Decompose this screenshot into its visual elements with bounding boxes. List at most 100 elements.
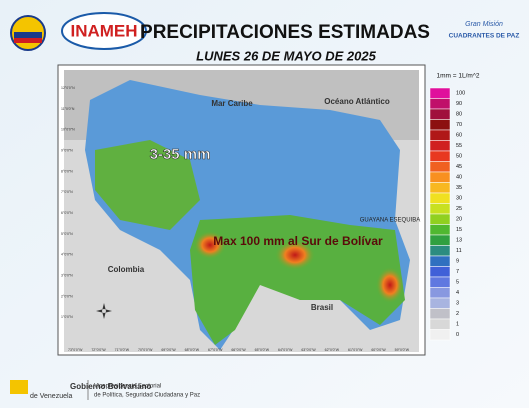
rain-max [275, 240, 315, 270]
lat-label: 2°0'0"N [61, 294, 73, 298]
annotation: Max 100 mm al Sur de Bolívar [213, 234, 383, 248]
rain-max [194, 231, 226, 259]
lat-label: 1°0'0"N [61, 315, 73, 319]
lon-label: 69°0'0"W [161, 348, 176, 352]
lon-label: 73°0'0"W [68, 348, 83, 352]
lat-label: 12°0'0"N [61, 86, 75, 90]
lon-label: 63°0'0"W [301, 348, 316, 352]
lon-label: 65°0'0"W [255, 348, 270, 352]
place: Océano Atlántico [324, 97, 390, 106]
legend-swatch [429, 287, 451, 299]
legend-swatch [429, 129, 451, 141]
lon-label: 64°0'0"W [278, 348, 293, 352]
right-logo-bottom: CUADRANTES DE PAZ [449, 33, 520, 40]
legend-swatch [429, 297, 451, 309]
lon-label: 72°0'0"W [91, 348, 106, 352]
lon-label: 66°0'0"W [231, 348, 246, 352]
legend-swatch [429, 98, 451, 110]
lat-label: 8°0'0"N [61, 169, 73, 173]
place: Mar Caribe [211, 99, 253, 108]
footer-flag [10, 380, 28, 394]
lat-label: 10°0'0"N [61, 128, 75, 132]
legend-label: 30 [456, 196, 462, 202]
legend-swatch [429, 255, 451, 267]
legend-label: 55 [456, 143, 462, 149]
legend-label: 15 [456, 227, 462, 233]
legend-swatch [429, 234, 451, 246]
legend-swatch [429, 329, 451, 341]
lon-label: 59°0'0"W [395, 348, 410, 352]
lat-label: 3°0'0"N [61, 273, 73, 277]
lon-label: 71°0'0"W [115, 348, 130, 352]
flag-band [14, 38, 42, 43]
inameh-text: INAMEH [70, 21, 137, 40]
footer-text: Gobierno Bolivariano [70, 382, 151, 391]
legend-swatch [429, 150, 451, 162]
legend-unit: 1mm = 1L/m^2 [437, 73, 480, 80]
legend-label: 25 [456, 206, 462, 212]
lon-label: 68°0'0"W [185, 348, 200, 352]
legend-swatch [429, 224, 451, 236]
lon-label: 60°0'0"W [371, 348, 386, 352]
place: Brasil [311, 303, 333, 312]
lat-label: 6°0'0"N [61, 211, 73, 215]
footer-text: de Venezuela [30, 393, 73, 400]
legend-swatch [429, 203, 451, 215]
place: GUAYANA ESEQUIBA [360, 218, 420, 224]
legend-label: 70 [456, 122, 462, 128]
compass [96, 303, 112, 319]
legend-label: 90 [456, 101, 462, 107]
legend-label: 13 [456, 238, 462, 244]
lon-label: 70°0'0"W [138, 348, 153, 352]
lat-label: 7°0'0"N [61, 190, 73, 194]
green-zone [190, 215, 405, 345]
legend-label: 4 [456, 290, 459, 296]
legend-swatch [429, 192, 451, 204]
legend-swatch [429, 87, 451, 99]
legend-swatch [429, 171, 451, 183]
place: Colombia [108, 265, 145, 274]
legend-label: 60 [456, 133, 462, 139]
legend-label: 11 [456, 248, 462, 254]
legend-label: 50 [456, 154, 462, 160]
legend-label: 80 [456, 112, 462, 118]
right-logo-top: Gran Misión [465, 21, 503, 28]
legend-swatch [429, 318, 451, 330]
annotation: 3-35 mm [150, 146, 211, 163]
legend-swatch [429, 119, 451, 131]
lat-label: 11°0'0"N [61, 107, 75, 111]
legend-label: 5 [456, 280, 459, 286]
legend-swatch [429, 245, 451, 257]
legend-label: 3 [456, 301, 459, 307]
lon-label: 67°0'0"W [208, 348, 223, 352]
title: PRECIPITACIONES ESTIMADAS [140, 22, 430, 43]
lat-label: 9°0'0"N [61, 148, 73, 152]
legend-swatch [429, 276, 451, 288]
legend-label: 9 [456, 259, 459, 265]
legend-label: 2 [456, 311, 459, 317]
lon-label: 62°0'0"W [325, 348, 340, 352]
legend-swatch [429, 182, 451, 194]
legend-swatch [429, 161, 451, 173]
legend-label: 0 [456, 332, 459, 338]
legend-swatch [429, 266, 451, 278]
green-zone [95, 140, 200, 230]
legend-swatch [429, 140, 451, 152]
legend-label: 45 [456, 164, 462, 170]
lat-label: 4°0'0"N [61, 253, 73, 257]
flag-band [14, 32, 42, 38]
legend-label: 40 [456, 175, 462, 181]
footer-text: de Política, Seguridad Ciudadana y Paz [94, 393, 200, 399]
date: LUNES 26 DE MAYO DE 2025 [196, 48, 376, 63]
lat-label: 5°0'0"N [61, 232, 73, 236]
legend-label: 100 [456, 91, 465, 97]
legend-swatch [429, 108, 451, 120]
rain-max [376, 267, 404, 303]
legend-label: 1 [456, 322, 459, 328]
legend-swatch [429, 308, 451, 320]
footer-text: Vicepresidencia Sectorial [94, 384, 161, 390]
legend-label: 7 [456, 269, 459, 275]
legend-label: 35 [456, 185, 462, 191]
